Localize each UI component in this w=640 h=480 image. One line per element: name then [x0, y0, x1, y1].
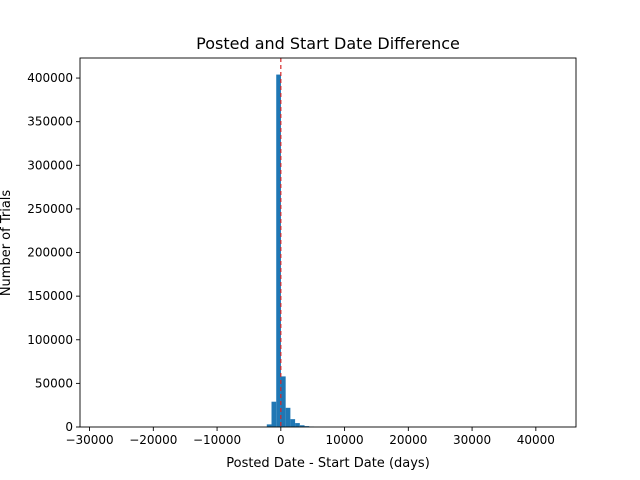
histogram-bar — [271, 401, 277, 427]
y-tick-label: 50000 — [35, 376, 73, 390]
x-tick-label: −10000 — [193, 433, 241, 447]
histogram-bar — [290, 419, 296, 427]
x-tick-label: 10000 — [325, 433, 363, 447]
y-tick-label: 300000 — [27, 158, 73, 172]
x-tick-label: −30000 — [65, 433, 113, 447]
y-tick-label: 400000 — [27, 71, 73, 85]
chart-title: Posted and Start Date Difference — [196, 34, 460, 53]
x-tick-label: 40000 — [517, 433, 555, 447]
histogram-bar — [266, 424, 272, 427]
histogram-bar — [280, 376, 286, 427]
y-tick-label: 0 — [65, 420, 73, 434]
histogram-bar — [276, 74, 281, 428]
y-axis-label: Number of Trials — [0, 190, 14, 297]
histogram-bar — [299, 425, 305, 427]
y-tick-label: 150000 — [27, 289, 73, 303]
x-tick-label: 20000 — [389, 433, 427, 447]
x-axis-label: Posted Date - Start Date (days) — [226, 456, 430, 471]
axes-frame — [79, 57, 577, 428]
y-tick-label: 250000 — [27, 202, 73, 216]
histogram-bar — [285, 407, 291, 427]
x-tick-label: 30000 — [453, 433, 491, 447]
y-tick-label: 350000 — [27, 115, 73, 129]
histogram-bar — [295, 423, 300, 427]
x-tick-label: −20000 — [129, 433, 177, 447]
x-tick-label: 0 — [277, 433, 285, 447]
y-tick-label: 100000 — [27, 333, 73, 347]
y-axis-ticks: 0 50000 100000 150000 200000 250000 300000 3500… — [27, 71, 80, 434]
y-tick-label: 200000 — [27, 246, 73, 260]
x-axis-ticks: −30000 −20000 −10000 0 10000 20000 30000 40000 — [65, 427, 555, 447]
